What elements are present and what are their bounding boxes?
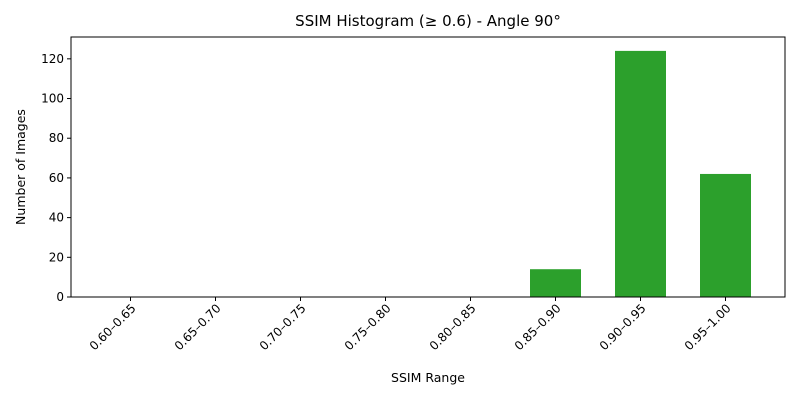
x-tick-label-7: 0.95–1.00 <box>682 301 734 353</box>
x-axis-label: SSIM Range <box>391 370 465 385</box>
y-tick-label-3: 60 <box>49 171 64 185</box>
y-axis-label: Number of Images <box>13 109 28 225</box>
y-tick-label-1: 20 <box>49 250 64 264</box>
x-tick-label-5: 0.85–0.90 <box>512 301 564 353</box>
chart-title: SSIM Histogram (≥ 0.6) - Angle 90° <box>295 12 561 30</box>
y-axis-ticks: 0 20 40 60 80 100 120 <box>41 52 71 304</box>
y-tick-label-4: 80 <box>49 131 64 145</box>
x-tick-label-0: 0.60–0.65 <box>87 301 139 353</box>
x-axis-ticks: 0.60–0.65 0.65–0.70 0.70–0.75 0.75–0.80 0.80… <box>87 297 734 353</box>
bars-group <box>530 50 751 298</box>
bar-5 <box>530 269 581 297</box>
x-tick-label-3: 0.75–0.80 <box>342 301 394 353</box>
y-tick-label-5: 100 <box>41 92 64 106</box>
x-tick-label-2: 0.70–0.75 <box>257 301 309 353</box>
y-tick-label-2: 40 <box>49 211 64 225</box>
y-tick-label-0: 0 <box>56 290 64 304</box>
x-tick-label-1: 0.65–0.70 <box>172 301 224 353</box>
x-tick-label-4: 0.80–0.85 <box>427 301 479 353</box>
x-tick-label-6: 0.90–0.95 <box>597 301 649 353</box>
plot-frame <box>70 36 786 298</box>
y-tick-label-6: 120 <box>41 52 64 66</box>
bar-7 <box>700 173 751 297</box>
bar-6 <box>615 50 666 298</box>
